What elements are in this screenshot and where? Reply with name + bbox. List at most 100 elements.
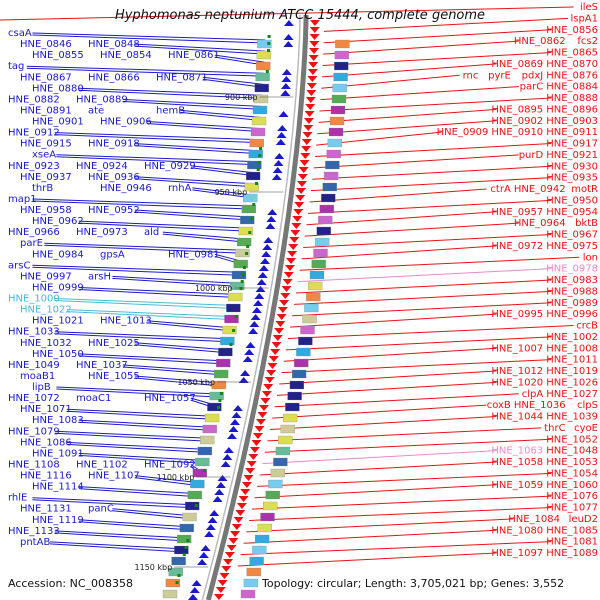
plus-strand-gene-arrow [240, 489, 251, 495]
tick-mark [203, 469, 207, 472]
leader-line [44, 244, 244, 254]
minus-strand-gene-arrow [229, 419, 240, 425]
leader-line [78, 353, 225, 362]
gene-label: map1 [8, 194, 37, 205]
feature-block [319, 204, 334, 214]
plus-strand-gene-arrow [277, 307, 288, 313]
gene-label: arsH [88, 271, 111, 282]
plus-strand-gene-arrow [219, 573, 230, 579]
feature-block [285, 402, 300, 412]
feature-block [213, 369, 229, 379]
plus-strand-gene-arrow [303, 118, 314, 124]
feature-block [270, 468, 286, 478]
gene-label: fcs2 [577, 36, 598, 47]
feature-block [245, 171, 261, 181]
plus-strand-gene-arrow [224, 552, 235, 558]
gene-label: HNE_0958 [20, 205, 72, 216]
gene-label: HNE_1060 [546, 480, 598, 491]
feature-block [253, 94, 269, 104]
gene-label: gpsA [100, 249, 125, 260]
minus-strand-gene-arrow [222, 454, 233, 460]
tick-label: 1050 kbp [177, 378, 215, 387]
plus-strand-gene-arrow [236, 503, 247, 509]
gene-label: HNE_1026 [546, 377, 598, 388]
leader-line [323, 40, 519, 55]
leader-line [269, 416, 497, 430]
minus-strand-gene-arrow [198, 552, 209, 558]
feature-block [236, 237, 252, 247]
plus-strand-gene-arrow [307, 69, 318, 75]
plus-strand-gene-arrow [271, 342, 282, 348]
feature-block [240, 215, 255, 225]
feature-block [243, 578, 259, 588]
plus-strand-gene-arrow [298, 167, 309, 173]
gene-label: xseA [32, 150, 56, 161]
gene-label: HNE_1058 [491, 457, 543, 468]
tick-mark [255, 182, 258, 185]
gene-label: pntAB [20, 537, 50, 548]
plus-strand-gene-arrow [215, 587, 226, 593]
feature-block [249, 138, 264, 148]
minus-strand-gene-arrow [256, 279, 267, 285]
leader-line [274, 393, 519, 408]
gene-label: HNE_0978 [546, 264, 598, 275]
leader-line [272, 404, 487, 419]
minus-strand-gene-arrow [226, 433, 237, 439]
minus-strand-gene-arrow [262, 244, 273, 250]
leader-line [66, 311, 233, 321]
gene-label: HNE_0988 [546, 286, 598, 297]
plus-strand-gene-arrow [233, 517, 244, 523]
feature-block [257, 39, 272, 49]
leader-line [322, 52, 552, 66]
leader-line [285, 336, 552, 351]
gene-label: HNE_1039 [546, 412, 598, 423]
leader-line [190, 165, 255, 174]
leader-line [180, 111, 261, 121]
leader-line [162, 233, 246, 243]
feature-block [257, 523, 272, 533]
gene-label: HNE_0917 [546, 139, 598, 150]
gene-label: HNE_0996 [546, 309, 598, 320]
leader-line [56, 388, 219, 398]
gene-label: HNE_1102 [76, 459, 128, 470]
minus-strand-gene-arrow [280, 90, 291, 96]
leader-line [56, 156, 256, 166]
gene-label: HNE_1119 [32, 515, 84, 526]
leader-line [162, 231, 246, 240]
feature-block [197, 446, 213, 456]
minus-strand-gene-arrow [266, 216, 277, 222]
plus-strand-gene-arrow [223, 559, 234, 565]
gene-arrows [175, 20, 320, 600]
gene-label: HNE_0915 [20, 139, 72, 150]
leader-line [320, 86, 519, 101]
gene-label: ate [88, 105, 104, 116]
leader-line [295, 279, 552, 294]
gene-label: HNE_0895 [491, 104, 543, 115]
minus-strand-gene-arrow [283, 41, 294, 47]
leader-line [78, 289, 237, 298]
leader-line [66, 441, 207, 450]
minus-strand-gene-arrow [207, 517, 218, 523]
gene-label: HNE_0966 [8, 227, 60, 238]
gene-label: moaC1 [76, 393, 111, 404]
minus-strand-gene-arrow [228, 426, 239, 432]
feature-block [254, 83, 269, 93]
leader-line [49, 541, 183, 550]
feature-block [222, 325, 237, 335]
gene-label: lon [583, 252, 598, 263]
plus-strand-gene-arrow [279, 300, 290, 306]
gene-label: HNE_1008 [546, 343, 598, 354]
minus-strand-gene-arrow [253, 300, 264, 306]
plus-strand-gene-arrow [301, 146, 312, 152]
plus-strand-gene-arrow [235, 510, 246, 516]
leader-line [32, 264, 241, 273]
feature-block [278, 435, 293, 445]
leader-line [202, 76, 264, 85]
minus-strand-gene-arrow [267, 209, 278, 215]
leader-line [66, 309, 233, 318]
gene-label: hemB [156, 105, 185, 116]
leader-line [134, 143, 258, 152]
gene-label: HNE_1019 [546, 366, 598, 377]
plus-strand-gene-arrow [226, 545, 237, 551]
